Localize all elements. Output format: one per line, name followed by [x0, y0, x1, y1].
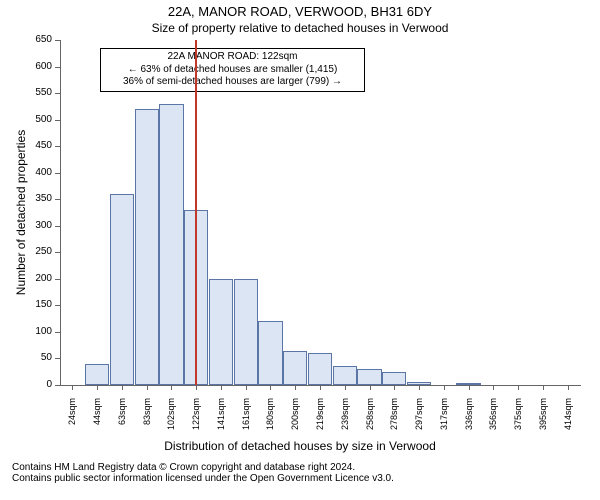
- x-tick-mark: [122, 385, 123, 390]
- footer-line: Contains HM Land Registry data © Crown c…: [12, 462, 394, 473]
- histogram-bar: [234, 279, 258, 385]
- x-tick-mark: [246, 385, 247, 390]
- y-tick-mark: [55, 146, 60, 147]
- x-tick-label: 122sqm: [191, 398, 201, 448]
- histogram-bar: [357, 369, 381, 385]
- x-tick-mark: [419, 385, 420, 390]
- annotation-line: 36% of semi-detached houses are larger (…: [105, 76, 360, 89]
- x-tick-mark: [147, 385, 148, 390]
- x-tick-mark: [444, 385, 445, 390]
- x-axis-label: Distribution of detached houses by size …: [0, 439, 600, 453]
- histogram-bar: [258, 321, 282, 385]
- x-tick-label: 317sqm: [439, 398, 449, 448]
- reference-line: [195, 40, 197, 385]
- x-tick-label: 219sqm: [315, 398, 325, 448]
- y-tick-label: 550: [22, 87, 52, 98]
- y-tick-mark: [55, 332, 60, 333]
- x-tick-label: 161sqm: [241, 398, 251, 448]
- y-tick-mark: [55, 120, 60, 121]
- x-tick-mark: [196, 385, 197, 390]
- histogram-bar: [456, 383, 480, 385]
- x-tick-mark: [469, 385, 470, 390]
- y-tick-mark: [55, 305, 60, 306]
- y-tick-mark: [55, 67, 60, 68]
- x-tick-label: 375sqm: [513, 398, 523, 448]
- y-tick-mark: [55, 279, 60, 280]
- x-tick-label: 44sqm: [92, 398, 102, 448]
- y-tick-label: 350: [22, 193, 52, 204]
- histogram-bar: [135, 109, 159, 385]
- annotation-line: ← 63% of detached houses are smaller (1,…: [105, 64, 360, 77]
- histogram-bar: [283, 351, 307, 386]
- y-tick-label: 200: [22, 273, 52, 284]
- x-tick-mark: [493, 385, 494, 390]
- x-tick-label: 258sqm: [365, 398, 375, 448]
- x-tick-mark: [72, 385, 73, 390]
- histogram-bar: [85, 364, 109, 385]
- x-tick-label: 297sqm: [414, 398, 424, 448]
- y-tick-mark: [55, 199, 60, 200]
- annotation-box: 22A MANOR ROAD: 122sqm ← 63% of detached…: [100, 48, 365, 92]
- y-tick-label: 450: [22, 140, 52, 151]
- x-tick-mark: [97, 385, 98, 390]
- footer-line: Contains public sector information licen…: [12, 473, 394, 484]
- x-tick-mark: [370, 385, 371, 390]
- x-tick-label: 180sqm: [265, 398, 275, 448]
- chart-root: { "canvas": { "width": 600, "height": 50…: [0, 0, 600, 500]
- x-tick-mark: [295, 385, 296, 390]
- y-tick-mark: [55, 40, 60, 41]
- y-tick-mark: [55, 173, 60, 174]
- y-tick-label: 400: [22, 167, 52, 178]
- x-tick-mark: [543, 385, 544, 390]
- x-tick-label: 356sqm: [488, 398, 498, 448]
- y-tick-label: 250: [22, 246, 52, 257]
- y-tick-label: 300: [22, 220, 52, 231]
- x-tick-label: 24sqm: [67, 398, 77, 448]
- y-tick-label: 650: [22, 34, 52, 45]
- x-tick-label: 63sqm: [117, 398, 127, 448]
- histogram-bar: [110, 194, 134, 385]
- x-tick-label: 239sqm: [340, 398, 350, 448]
- chart-title: 22A, MANOR ROAD, VERWOOD, BH31 6DY: [0, 4, 600, 19]
- histogram-bar: [382, 372, 406, 385]
- x-tick-mark: [568, 385, 569, 390]
- histogram-bar: [333, 366, 357, 385]
- x-tick-label: 278sqm: [389, 398, 399, 448]
- x-tick-label: 141sqm: [216, 398, 226, 448]
- x-tick-label: 414sqm: [563, 398, 573, 448]
- footer: Contains HM Land Registry data © Crown c…: [12, 462, 394, 484]
- y-tick-label: 500: [22, 114, 52, 125]
- histogram-bar: [407, 382, 431, 385]
- x-tick-mark: [221, 385, 222, 390]
- x-tick-label: 200sqm: [290, 398, 300, 448]
- y-tick-mark: [55, 385, 60, 386]
- y-tick-label: 600: [22, 61, 52, 72]
- x-tick-mark: [518, 385, 519, 390]
- x-tick-label: 83sqm: [142, 398, 152, 448]
- y-tick-label: 150: [22, 299, 52, 310]
- histogram-bar: [308, 353, 332, 385]
- y-tick-mark: [55, 252, 60, 253]
- x-tick-mark: [394, 385, 395, 390]
- y-tick-mark: [55, 226, 60, 227]
- y-tick-mark: [55, 358, 60, 359]
- x-tick-mark: [171, 385, 172, 390]
- y-tick-label: 100: [22, 326, 52, 337]
- chart-subtitle: Size of property relative to detached ho…: [0, 21, 600, 35]
- x-tick-mark: [270, 385, 271, 390]
- annotation-line: 22A MANOR ROAD: 122sqm: [105, 51, 360, 64]
- x-tick-label: 102sqm: [166, 398, 176, 448]
- y-tick-mark: [55, 93, 60, 94]
- x-tick-mark: [320, 385, 321, 390]
- x-tick-label: 336sqm: [464, 398, 474, 448]
- y-tick-label: 50: [22, 352, 52, 363]
- y-tick-label: 0: [22, 379, 52, 390]
- x-tick-label: 395sqm: [538, 398, 548, 448]
- histogram-bar: [209, 279, 233, 385]
- x-tick-mark: [345, 385, 346, 390]
- histogram-bar: [159, 104, 183, 385]
